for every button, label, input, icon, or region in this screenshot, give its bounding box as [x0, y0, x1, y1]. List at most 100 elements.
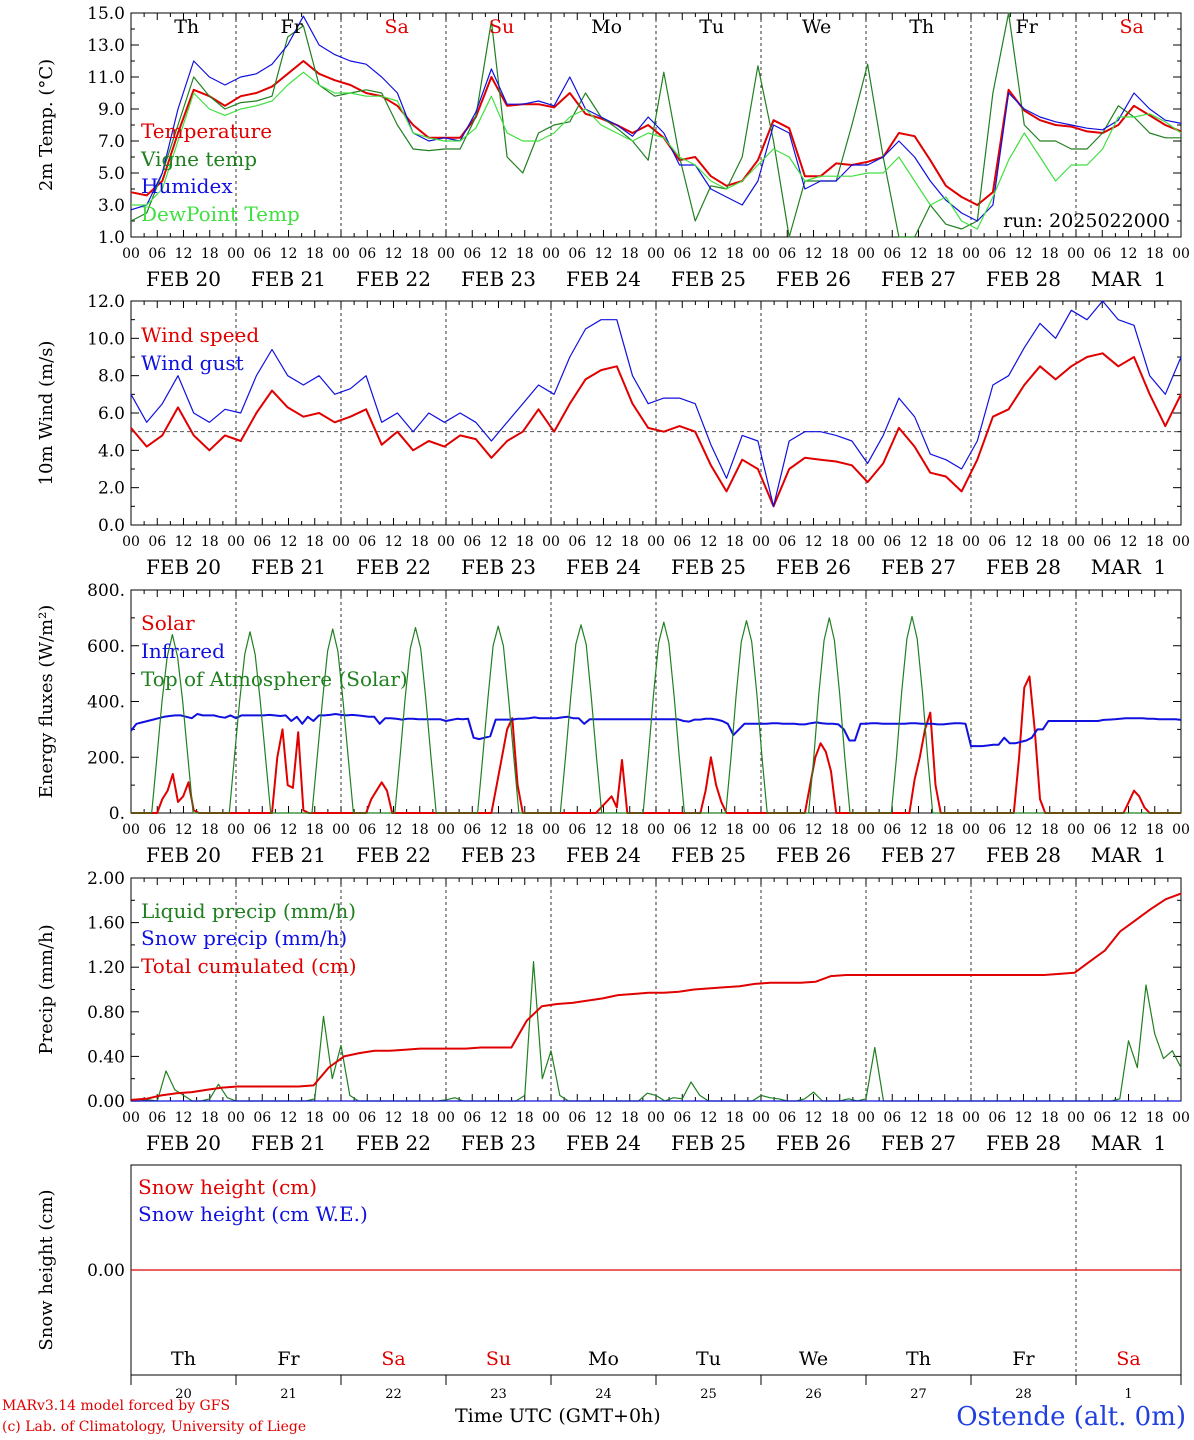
- day-number-label: 23: [490, 1387, 507, 1402]
- hour-label: 18: [831, 534, 849, 550]
- date-label: FEB 22: [356, 267, 431, 291]
- hour-label: 06: [883, 246, 901, 262]
- hour-label: 00: [962, 1110, 980, 1126]
- hour-label: 00: [1067, 822, 1085, 838]
- hour-label: 06: [463, 534, 481, 550]
- hour-label: 06: [148, 246, 166, 262]
- series-line-top-of-atmosphere-solar-: [131, 615, 1181, 814]
- date-label: FEB 21: [251, 843, 326, 867]
- hour-label: 12: [805, 534, 823, 550]
- day-number-label: 28: [1015, 1387, 1032, 1402]
- y-tick-label: 3.0: [98, 196, 125, 216]
- hour-label: 12: [1120, 1110, 1138, 1126]
- hour-label: 00: [437, 1110, 455, 1126]
- hour-label: 06: [778, 822, 796, 838]
- hour-label: 06: [148, 534, 166, 550]
- weekday-label: Th: [171, 1348, 196, 1370]
- weekday-label: Sa: [381, 1348, 405, 1370]
- hour-label: 06: [358, 534, 376, 550]
- hour-label: 18: [411, 1110, 429, 1126]
- hour-label: 12: [385, 1110, 403, 1126]
- hour-label: 00: [227, 534, 245, 550]
- hour-label: 18: [621, 1110, 639, 1126]
- hour-label: 18: [516, 822, 534, 838]
- hour-label: 06: [253, 534, 271, 550]
- date-label: FEB 26: [776, 843, 851, 867]
- weekday-label: Th: [906, 1348, 931, 1370]
- weekday-label: Tu: [699, 16, 724, 38]
- hour-label: 00: [752, 822, 770, 838]
- hour-label: 12: [910, 534, 928, 550]
- hour-label: 06: [148, 1110, 166, 1126]
- hour-label: 00: [647, 1110, 665, 1126]
- date-label: FEB 22: [356, 1131, 431, 1155]
- hour-label: 18: [831, 246, 849, 262]
- day-number-label: 24: [595, 1387, 612, 1402]
- hour-label: 00: [542, 1110, 560, 1126]
- hour-label: 18: [411, 246, 429, 262]
- hour-label: 18: [1041, 246, 1059, 262]
- hour-label: 12: [700, 534, 718, 550]
- legend-entry: Vigne temp: [140, 147, 257, 171]
- date-label: FEB 27: [881, 267, 956, 291]
- hour-label: 12: [700, 246, 718, 262]
- hour-label: 06: [1093, 822, 1111, 838]
- hour-label: 12: [175, 1110, 193, 1126]
- date-label: MAR 1: [1091, 555, 1166, 579]
- hour-label: 00: [332, 822, 350, 838]
- hour-label: 00: [122, 822, 140, 838]
- panel-2: 0.0 2.0 4.0 6.0 8.0 10.0 12.0 10m Wind (m/s) Win…: [36, 292, 1190, 579]
- weekday-label: Th: [174, 16, 199, 38]
- hour-label: 06: [778, 1110, 796, 1126]
- series-line-vigne-temp: [130, 12, 1181, 238]
- hour-label: 18: [306, 1110, 324, 1126]
- hour-label: 18: [831, 822, 849, 838]
- hour-label: 06: [568, 822, 586, 838]
- hour-label: 00: [332, 246, 350, 262]
- day-number-label: 27: [910, 1387, 927, 1402]
- hour-label: 18: [201, 246, 219, 262]
- hour-label: 06: [463, 246, 481, 262]
- hour-label: 06: [778, 534, 796, 550]
- y-tick-label: 10.0: [87, 329, 125, 349]
- hour-label: 18: [306, 822, 324, 838]
- legend-entry: Snow height (cm): [138, 1175, 317, 1199]
- y-tick-label: 0.00: [87, 1261, 125, 1281]
- date-label: FEB 21: [251, 267, 326, 291]
- legend-entry: Infrared: [141, 639, 225, 663]
- hour-label: 00: [227, 246, 245, 262]
- hour-label: 18: [936, 822, 954, 838]
- date-label: FEB 22: [356, 555, 431, 579]
- date-label: FEB 24: [566, 1131, 641, 1155]
- series-line-wind-gust: [130, 300, 1182, 507]
- hour-label: 12: [490, 1110, 508, 1126]
- hour-label: 18: [621, 822, 639, 838]
- weekday-label: Sa: [384, 16, 408, 38]
- hour-label: 06: [988, 822, 1006, 838]
- y-tick-label: 1.0: [98, 228, 125, 248]
- y-tick-label: 7.0: [98, 132, 125, 152]
- hour-label: 00: [857, 246, 875, 262]
- legend-entry: Liquid precip (mm/h): [141, 899, 356, 923]
- legend-entry: Snow height (cm W.E.): [138, 1202, 368, 1226]
- panel-4: 0.00 0.40 0.80 1.20 1.60 2.00 Precip (mm/h) Liq…: [36, 869, 1190, 1155]
- date-label: MAR 1: [1091, 267, 1166, 291]
- panel-3: 0. 200. 400. 600. 800. Energy fluxes (W/m²) So…: [36, 581, 1190, 867]
- date-label: FEB 20: [146, 843, 221, 867]
- date-label: FEB 26: [776, 267, 851, 291]
- series-line-humidex: [130, 15, 1182, 222]
- y-axis-label: Snow height (cm): [36, 1189, 57, 1350]
- date-label: FEB 27: [881, 843, 956, 867]
- hour-label: 00: [227, 1110, 245, 1126]
- legend-entry: Snow precip (mm/h): [141, 926, 347, 950]
- y-tick-label: 0.0: [98, 516, 125, 536]
- weekday-label: Th: [909, 16, 934, 38]
- hour-label: 00: [1067, 534, 1085, 550]
- y-tick-label: 11.0: [87, 68, 125, 88]
- date-label: FEB 25: [671, 1131, 746, 1155]
- hour-label: 18: [411, 534, 429, 550]
- hour-label: 00: [227, 822, 245, 838]
- hour-label: 12: [910, 822, 928, 838]
- weekday-label: Sa: [1116, 1348, 1140, 1370]
